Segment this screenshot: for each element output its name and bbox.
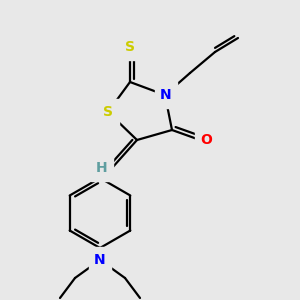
Text: O: O: [200, 133, 212, 147]
Text: N: N: [160, 88, 172, 102]
Text: S: S: [103, 105, 113, 119]
Text: N: N: [94, 253, 106, 267]
Text: S: S: [125, 40, 135, 54]
Text: H: H: [96, 161, 108, 175]
